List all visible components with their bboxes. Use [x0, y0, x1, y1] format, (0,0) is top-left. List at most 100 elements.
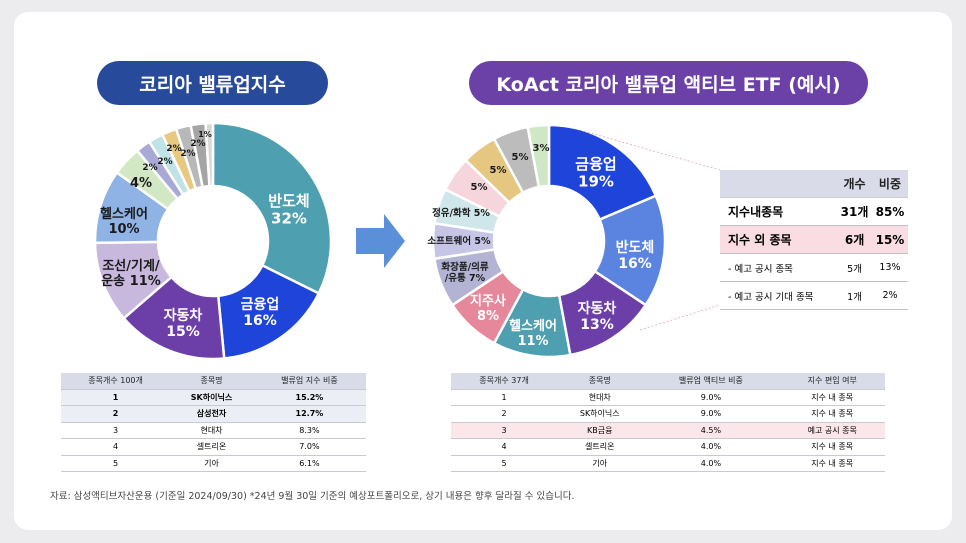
- summary-cell: 15%: [871, 225, 908, 254]
- table-cell: 12.7%: [252, 405, 366, 423]
- summary-cell: 지수내종목: [720, 197, 838, 226]
- summary-cell: 2%: [871, 281, 908, 310]
- chart1-label-auto: 자동차 15%: [164, 308, 203, 340]
- chart1-label-small: 2%: [166, 144, 181, 154]
- connector-line-bottom: [639, 304, 721, 331]
- table-row: 3 KB금융 4.5% 예고 공시 종목: [451, 422, 885, 439]
- table-cell: 6.1%: [252, 455, 366, 472]
- table-cell: 지수 내 종목: [779, 389, 885, 406]
- table-cell: KB금융: [557, 422, 643, 439]
- table-cell: SK하이닉스: [557, 405, 643, 423]
- table-cell: 셀트리온: [557, 438, 643, 456]
- left-table-header: 밸류업 지수 비중: [252, 373, 366, 390]
- chart2-label-software: 소프트웨어 5%: [427, 235, 491, 247]
- table-cell: 4.0%: [642, 438, 780, 456]
- chart2-label-small: 5%: [490, 165, 507, 176]
- table-cell: 7.0%: [252, 438, 366, 456]
- connector-line-top: [579, 129, 721, 171]
- chart2-label-healthcare: 헬스케어 11%: [509, 318, 557, 349]
- chart2-slice-0: [547, 123, 658, 222]
- table-row: 5 기아 6.1%: [61, 455, 366, 472]
- summary-header: [720, 170, 838, 198]
- chart2-label-semiconductor: 반도체 16%: [616, 239, 655, 272]
- table-cell: 9.0%: [642, 389, 780, 406]
- chart1-label-small: 2%: [142, 163, 157, 173]
- right-top5-table: 종목개수 37개 종목명 밸류업 액티브 비중 지수 편입 여부 1 현대차 9…: [451, 373, 885, 472]
- right-title-pill: KoAct 코리아 밸류업 액티브 ETF (예시): [469, 61, 868, 105]
- summary-row: 지수내종목 31개 85%: [720, 197, 908, 226]
- table-cell: 셀트리온: [170, 438, 253, 456]
- chart1-label-small: 2%: [157, 157, 172, 167]
- chart2-label-holdings: 지주사 8%: [470, 293, 506, 324]
- table-row: 5 기아 4.0% 지수 내 종목: [451, 455, 885, 472]
- chart1-label-small: 4%: [130, 176, 152, 191]
- summary-row: - 예고 공시 기대 종목 1개 2%: [720, 281, 908, 310]
- chart1-label-semiconductor: 반도체 32%: [268, 192, 309, 227]
- table-cell: 15.2%: [252, 389, 366, 406]
- chart1-label-shipbuilding: 조선/기계/운송 11%: [101, 258, 161, 289]
- summary-cell: - 예고 공시 기대 종목: [720, 281, 838, 310]
- table-cell: 지수 내 종목: [779, 405, 885, 423]
- table-cell: 예고 공시 종목: [779, 422, 885, 439]
- summary-cell: 31개: [837, 197, 872, 226]
- chart1-slice-11: [204, 121, 215, 188]
- chart1-label-small: 2%: [190, 139, 205, 149]
- table-cell: 4: [61, 438, 171, 456]
- chart1-label-small: 1%: [198, 130, 212, 139]
- table-row: 2 삼성전자 12.7%: [61, 405, 366, 423]
- right-table-header: 종목개수 37개: [451, 373, 558, 390]
- chart2-label-small: 5%: [471, 182, 488, 193]
- table-cell: 2: [61, 405, 171, 423]
- table-cell: 2: [451, 405, 558, 423]
- table-cell: 지수 내 종목: [779, 438, 885, 456]
- summary-cell: - 예고 공시 종목: [720, 253, 838, 282]
- table-cell: 4.5%: [642, 422, 780, 439]
- table-cell: 현대차: [557, 389, 643, 406]
- summary-cell: 13%: [871, 253, 908, 282]
- summary-cell: 5개: [837, 253, 872, 282]
- summary-header: 비중: [871, 170, 908, 198]
- chart2-slice-11: [526, 123, 551, 189]
- chart2-label-small: 5%: [512, 152, 529, 163]
- chart1-slice-0: [211, 121, 333, 296]
- table-cell: 9.0%: [642, 405, 780, 423]
- table-row: 3 현대차 8.3%: [61, 422, 366, 439]
- summary-row: 지수 외 종목 6개 15%: [720, 225, 908, 254]
- summary-cell: 6개: [837, 225, 872, 254]
- chart1-label-healthcare: 헬스케어 10%: [100, 206, 148, 237]
- chart2-label-auto: 자동차 13%: [578, 301, 617, 333]
- left-table-header: 종목개수 100개: [61, 373, 171, 390]
- table-cell: 8.3%: [252, 422, 366, 439]
- chart1-label-small: 2%: [180, 149, 195, 159]
- summary-cell: 지수 외 종목: [720, 225, 838, 254]
- table-cell: 5: [451, 455, 558, 472]
- chart2-label-small: 3%: [533, 143, 550, 154]
- right-table-header: 밸류업 액티브 비중: [642, 373, 780, 390]
- right-table-header: 종목명: [557, 373, 643, 390]
- table-cell: 기아: [170, 455, 253, 472]
- table-cell: 기아: [557, 455, 643, 472]
- composition-summary-table: 개수 비중 지수내종목 31개 85% 지수 외 종목 6개 15% - 예고 …: [720, 170, 908, 310]
- chart2-label-chemicals: 정유/화학 5%: [432, 207, 490, 219]
- table-cell: 4.0%: [642, 455, 780, 472]
- summary-cell: 85%: [871, 197, 908, 226]
- summary-row: - 예고 공시 종목 5개 13%: [720, 253, 908, 282]
- source-footnote: 자료: 삼성액티브자산운용 (기준일 2024/09/30) *24년 9월 3…: [50, 491, 575, 502]
- table-cell: 1: [451, 389, 558, 406]
- chart2-label-cosmetics: 화장품/의류/유통 7%: [441, 261, 488, 284]
- table-cell: 3: [451, 422, 558, 439]
- arrow-right-icon: [356, 214, 405, 268]
- table-row: 1 SK하이닉스 15.2%: [61, 389, 366, 406]
- table-cell: 1: [61, 389, 171, 406]
- chart2-label-finance: 금융업 19%: [575, 155, 616, 190]
- table-cell: 3: [61, 422, 171, 439]
- left-title-pill: 코리아 밸류업지수: [97, 61, 328, 105]
- summary-cell: 1개: [837, 281, 872, 310]
- table-cell: 5: [61, 455, 171, 472]
- table-row: 1 현대차 9.0% 지수 내 종목: [451, 389, 885, 406]
- table-cell: 삼성전자: [170, 405, 253, 423]
- table-row: 2 SK하이닉스 9.0% 지수 내 종목: [451, 405, 885, 423]
- right-table-header: 지수 편입 여부: [779, 373, 885, 390]
- chart1-label-finance: 금융업 16%: [241, 297, 280, 329]
